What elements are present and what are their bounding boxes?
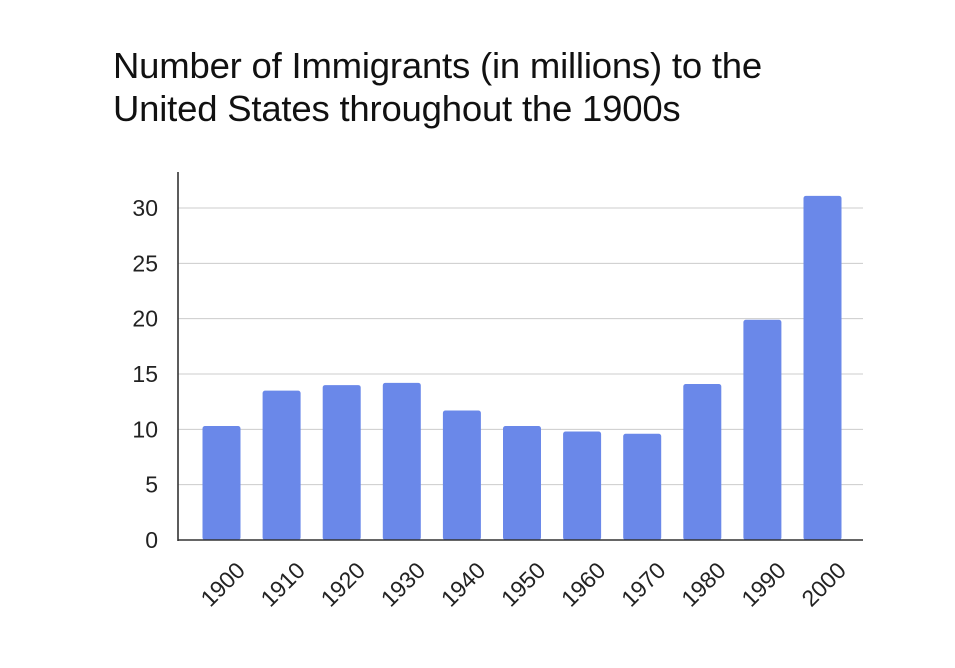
bar-2000 (803, 195, 842, 540)
x-tick-label-2000: 2000 (796, 557, 851, 612)
y-tick-labels: 0 5 10 15 20 25 30 (132, 195, 158, 553)
bars (202, 195, 842, 540)
bar-1960 (563, 431, 602, 540)
y-tick-label-15: 15 (132, 361, 158, 387)
chart-title: Number of Immigrants (in millions) to th… (113, 44, 913, 130)
bar-1940 (442, 410, 481, 540)
y-tick-label-20: 20 (132, 306, 158, 332)
x-tick-label-1980: 1980 (676, 557, 731, 612)
y-tick-label-25: 25 (132, 250, 158, 276)
bar-1980 (683, 383, 722, 540)
y-tick-label-10: 10 (132, 416, 158, 442)
x-tick-label-1930: 1930 (376, 557, 431, 612)
x-tick-labels: 1900 1910 1920 1930 1940 1950 1960 1970 1980 1990… (195, 557, 851, 612)
bar-1930 (382, 382, 421, 540)
bar-1970 (623, 433, 662, 540)
bar-1990 (743, 319, 782, 540)
x-tick-label-1970: 1970 (616, 557, 671, 612)
y-tick-label-5: 5 (145, 472, 158, 498)
x-tick-label-1910: 1910 (255, 557, 310, 612)
x-tick-label-1920: 1920 (316, 557, 371, 612)
x-tick-label-1960: 1960 (556, 557, 611, 612)
x-tick-label-1990: 1990 (736, 557, 791, 612)
bar-1920 (322, 385, 361, 540)
y-tick-label-30: 30 (132, 195, 158, 221)
x-tick-label-1950: 1950 (496, 557, 551, 612)
chart-title-line-1: Number of Immigrants (in millions) to th… (113, 45, 762, 86)
bar-1910 (262, 390, 301, 540)
y-tick-label-0: 0 (145, 527, 158, 553)
bar-1950 (503, 426, 541, 540)
x-tick-label-1940: 1940 (436, 557, 491, 612)
bar-1900 (202, 426, 241, 540)
axes (177, 172, 863, 541)
chart-title-line-2: United States throughout the 1900s (113, 88, 681, 129)
x-tick-label-1900: 1900 (195, 557, 250, 612)
